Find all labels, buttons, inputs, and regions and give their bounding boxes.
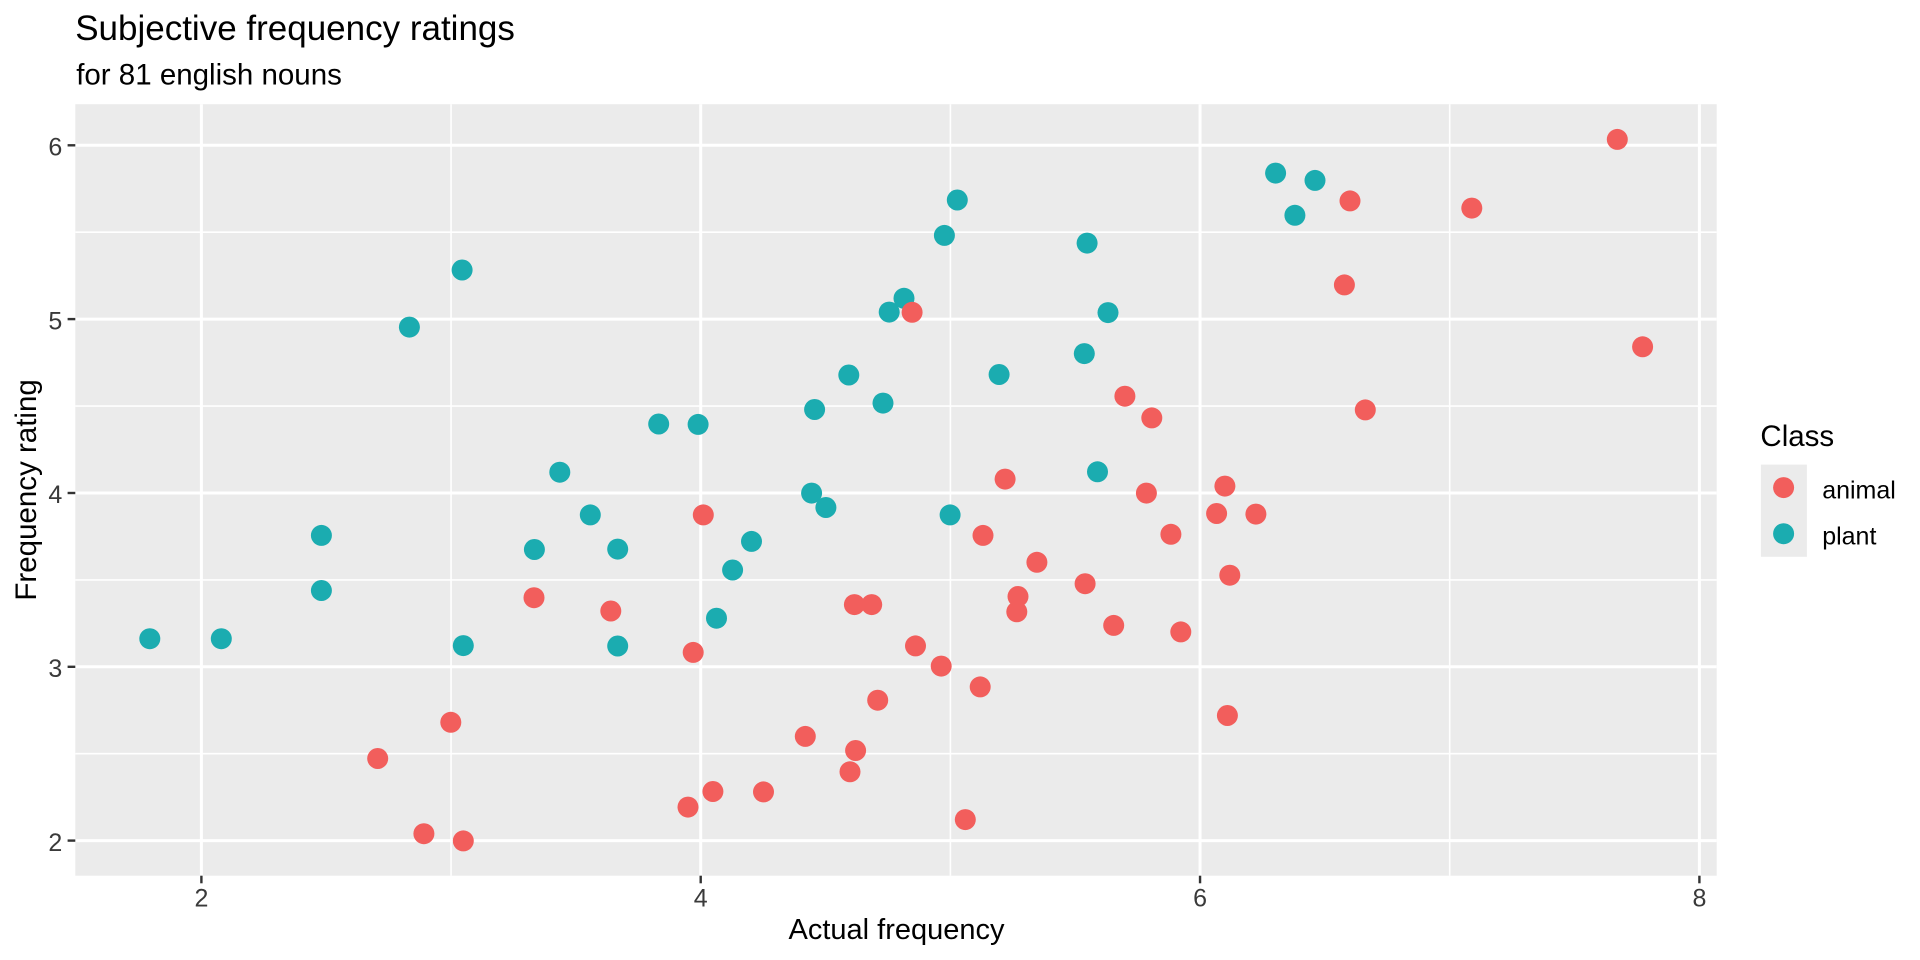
svg-text:animal: animal (1822, 476, 1896, 504)
svg-text:Frequency rating: Frequency rating (10, 379, 43, 600)
svg-text:Subjective frequency ratings: Subjective frequency ratings (75, 9, 515, 48)
svg-text:for 81 english nouns: for 81 english nouns (76, 58, 342, 91)
svg-text:2: 2 (194, 885, 208, 913)
svg-text:Actual frequency: Actual frequency (788, 914, 1005, 946)
svg-text:4: 4 (48, 481, 62, 509)
svg-text:6: 6 (1193, 885, 1207, 913)
svg-text:5: 5 (48, 307, 62, 335)
svg-text:3: 3 (48, 655, 62, 683)
svg-text:2: 2 (48, 829, 62, 857)
svg-text:Class: Class (1760, 420, 1834, 453)
svg-text:6: 6 (48, 134, 62, 162)
svg-text:4: 4 (694, 885, 708, 913)
svg-text:plant: plant (1822, 522, 1876, 550)
svg-text:8: 8 (1692, 885, 1706, 913)
